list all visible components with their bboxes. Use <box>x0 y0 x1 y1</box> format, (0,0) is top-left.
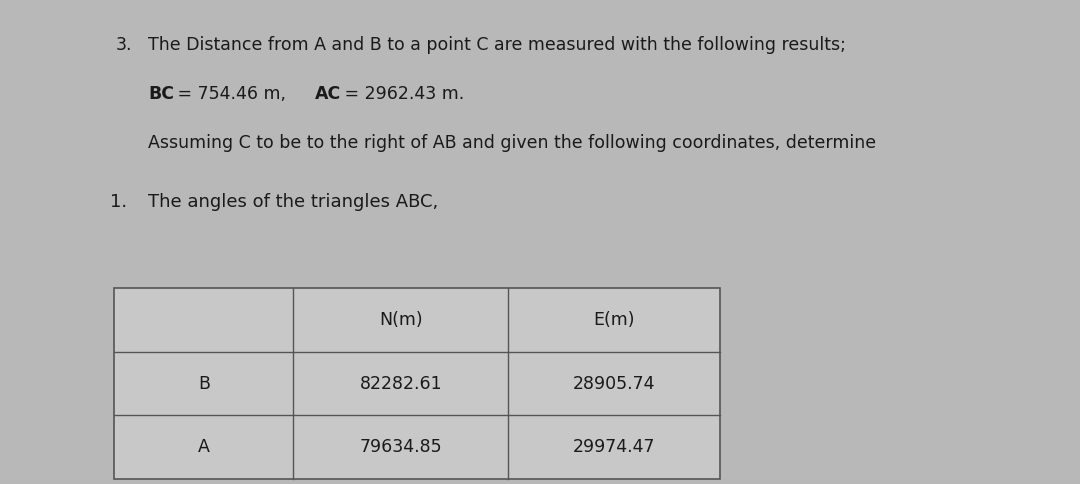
Text: 1.: 1. <box>110 193 127 211</box>
Text: = 754.46 m,: = 754.46 m, <box>172 85 286 103</box>
Text: The Distance from A and B to a point C are measured with the following results;: The Distance from A and B to a point C a… <box>148 36 846 54</box>
Text: 3.: 3. <box>116 36 132 54</box>
Text: 29974.47: 29974.47 <box>573 439 656 456</box>
Text: 79634.85: 79634.85 <box>360 439 442 456</box>
Text: N(m): N(m) <box>379 311 422 329</box>
Text: 82282.61: 82282.61 <box>360 375 442 393</box>
Text: = 2962.43 m.: = 2962.43 m. <box>339 85 464 103</box>
Text: 28905.74: 28905.74 <box>573 375 656 393</box>
Text: Assuming C to be to the right of AB and given the following coordinates, determi: Assuming C to be to the right of AB and … <box>148 134 876 152</box>
Text: A: A <box>198 439 210 456</box>
Text: E(m): E(m) <box>594 311 635 329</box>
Text: AC: AC <box>315 85 341 103</box>
Text: BC: BC <box>148 85 174 103</box>
Text: B: B <box>198 375 210 393</box>
Text: The angles of the triangles ABC,: The angles of the triangles ABC, <box>148 193 438 211</box>
